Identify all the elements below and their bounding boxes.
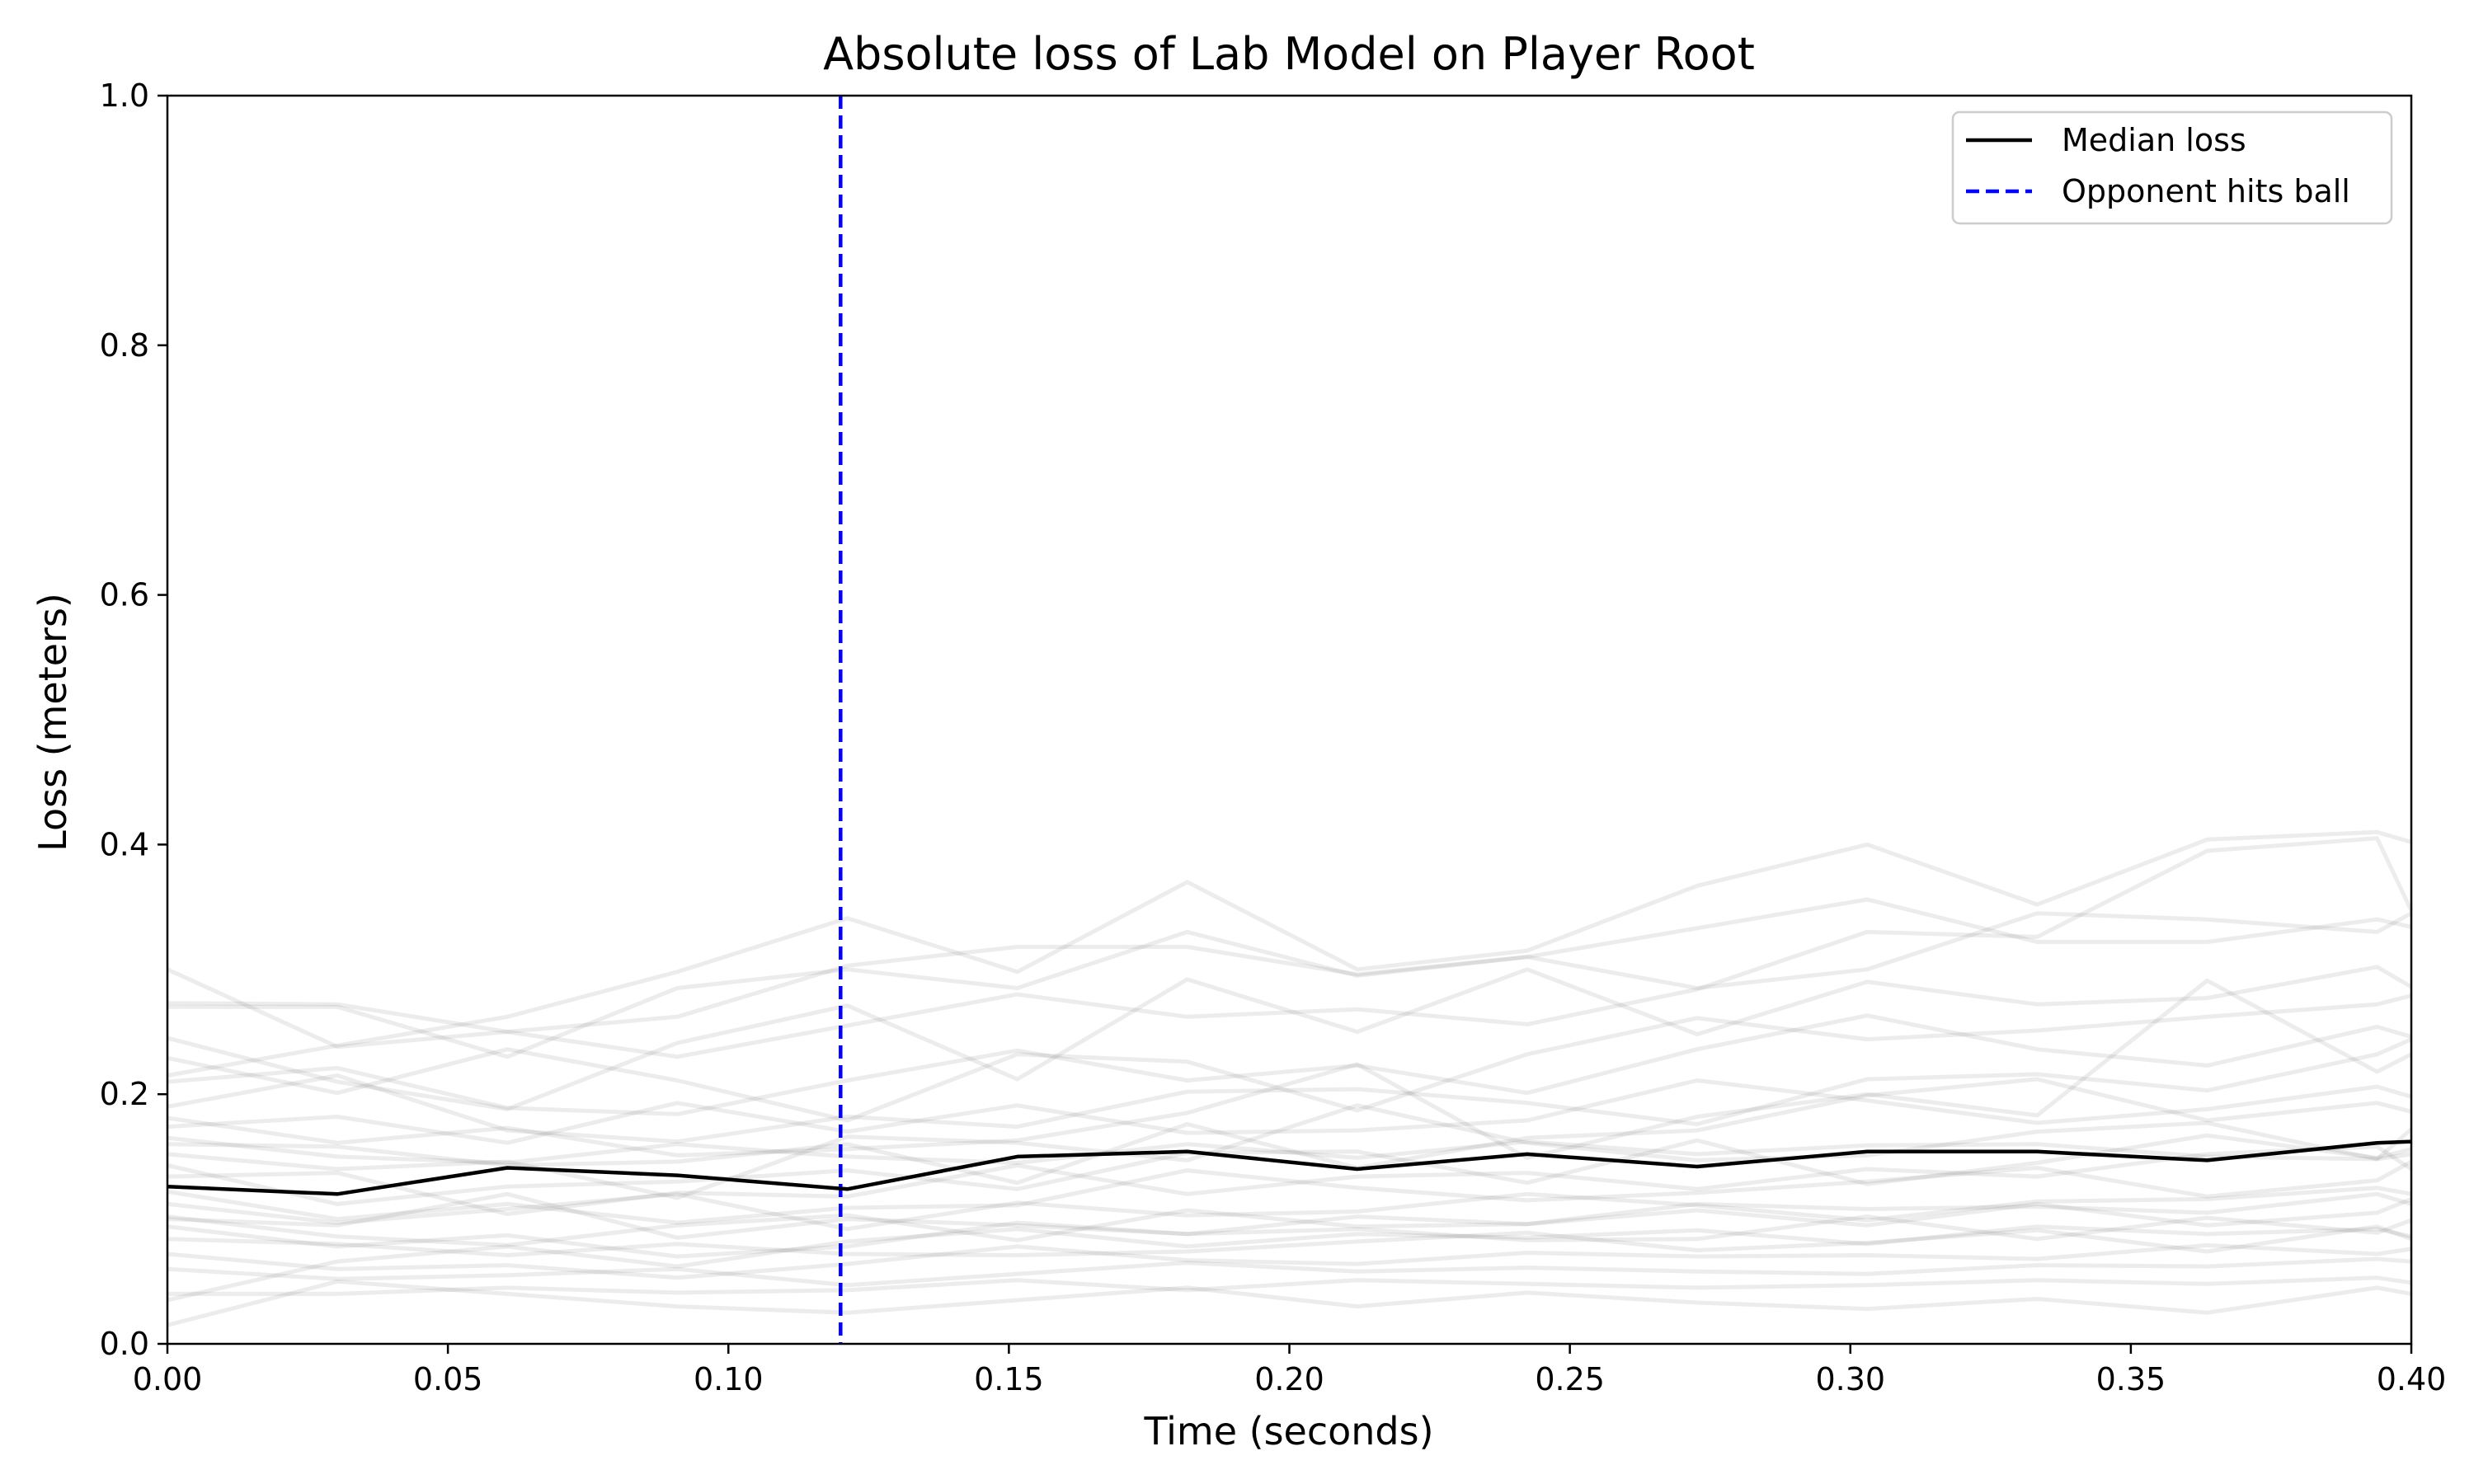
y-tick-label: 0.8 — [100, 327, 149, 364]
y-axis: 0.0 0.2 0.4 0.6 0.8 1.0 — [100, 77, 167, 1362]
background-trace-14 — [167, 1186, 2412, 1232]
background-trace-2 — [166, 836, 2414, 1059]
x-tick-label: 0.05 — [413, 1361, 483, 1397]
background-trace-5 — [167, 1013, 2412, 1116]
x-tick-label: 0.20 — [1254, 1361, 1324, 1397]
x-tick-label: 0.10 — [694, 1361, 764, 1397]
background-traces — [166, 829, 2414, 1327]
y-tick-label: 0.2 — [100, 1076, 149, 1112]
background-trace-18 — [167, 1242, 2412, 1280]
x-tick-label: 0.00 — [133, 1361, 203, 1397]
background-trace-23 — [167, 1191, 2412, 1240]
background-trace-7 — [167, 978, 2413, 1160]
background-trace-15 — [167, 1197, 2412, 1247]
background-trace-11 — [167, 1133, 2412, 1206]
background-trace-6 — [167, 1037, 2413, 1144]
background-trace-24 — [167, 1135, 2412, 1165]
background-trace-20 — [167, 1275, 2412, 1296]
x-tick-label: 0.25 — [1535, 1361, 1605, 1397]
y-tick-label: 0.6 — [100, 577, 149, 613]
x-tick-label: 0.35 — [2096, 1361, 2166, 1397]
background-trace-17 — [167, 1224, 2412, 1257]
x-tick-label: 0.40 — [2377, 1361, 2447, 1397]
legend-label-opponent-hits-ball: Opponent hits ball — [2062, 173, 2350, 209]
x-axis: 0.00 0.05 0.10 0.15 0.20 0.25 0.30 0.35 0.40 — [133, 1344, 2447, 1397]
legend-label-median: Median loss — [2062, 122, 2246, 158]
y-axis-label: Loss (meters) — [31, 593, 75, 852]
background-trace-22 — [167, 911, 2413, 1059]
x-axis-label: Time (seconds) — [1143, 1409, 1433, 1453]
background-trace-25 — [167, 1224, 2412, 1303]
background-trace-12 — [167, 1144, 2413, 1216]
background-trace-0 — [167, 897, 2412, 1034]
chart-title: Absolute loss of Lab Model on Player Roo… — [823, 28, 1755, 80]
legend-box — [1951, 110, 2393, 225]
background-trace-8 — [167, 1078, 2412, 1145]
x-tick-label: 0.15 — [974, 1361, 1044, 1397]
background-trace-1 — [167, 829, 2412, 1078]
background-trace-13 — [167, 1159, 2413, 1225]
y-tick-label: 0.4 — [100, 826, 149, 862]
background-trace-4 — [167, 993, 2412, 1123]
background-trace-19 — [167, 1256, 2412, 1288]
x-tick-label: 0.30 — [1815, 1361, 1885, 1397]
legend: Median loss Opponent hits ball — [1951, 110, 2393, 225]
y-tick-label: 1.0 — [100, 77, 149, 114]
median-series — [167, 1139, 2412, 1196]
background-trace-21 — [167, 1279, 2412, 1327]
background-trace-16 — [167, 1214, 2412, 1259]
background-trace-3 — [167, 965, 2413, 1111]
background-trace-10 — [167, 1103, 2413, 1200]
y-tick-label: 0.0 — [100, 1326, 149, 1362]
series-line-median-loss — [167, 1139, 2412, 1196]
